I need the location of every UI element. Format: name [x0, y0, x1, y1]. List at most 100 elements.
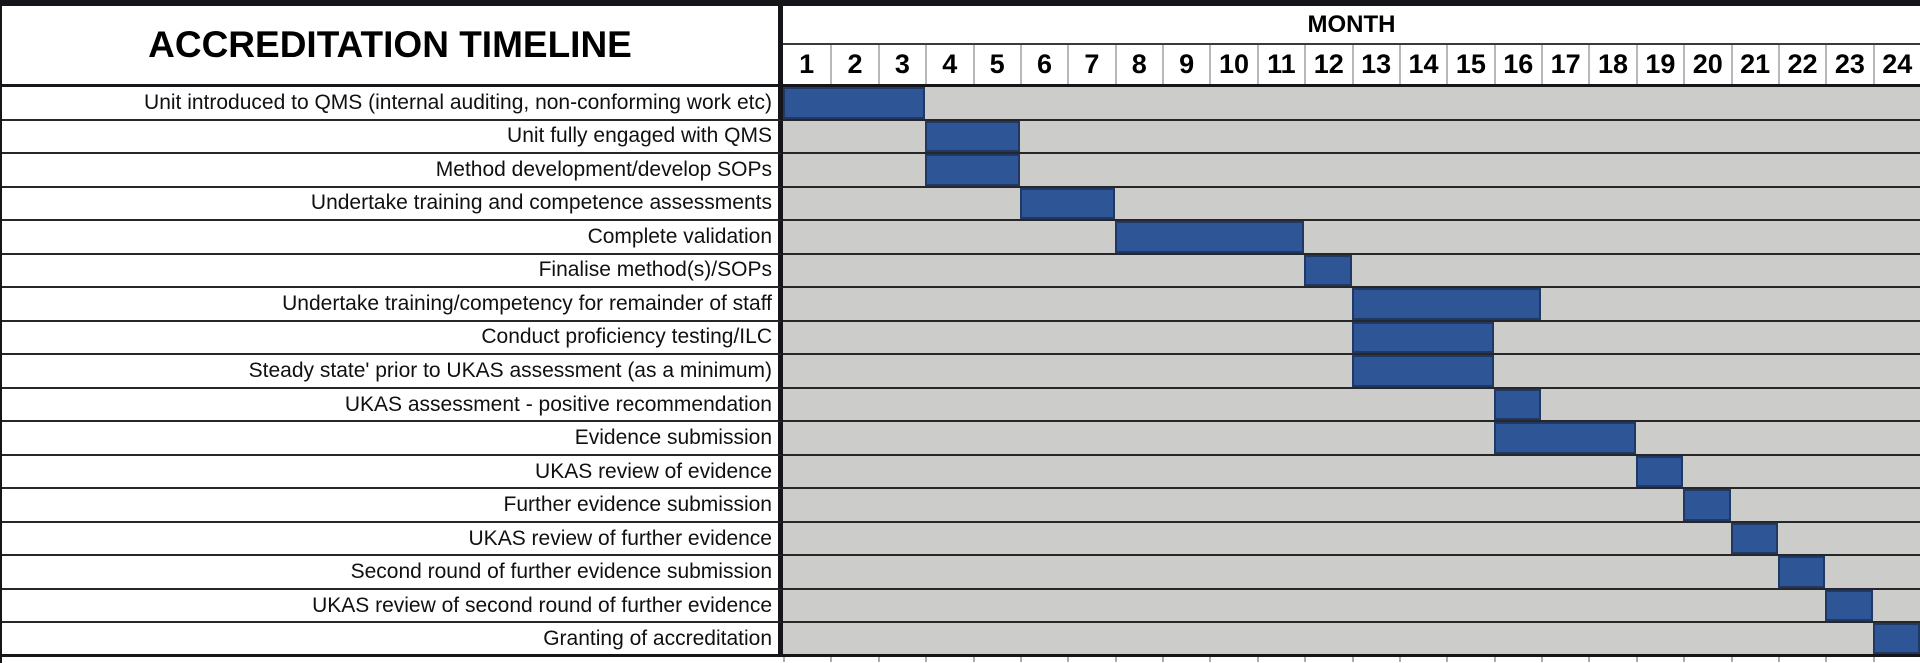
- gantt-row: [783, 221, 1920, 255]
- column-tick: [1209, 656, 1256, 662]
- task-label: Unit fully engaged with QMS: [2, 120, 783, 155]
- gantt-bar: [1493, 422, 1636, 454]
- gantt-bar: [1683, 489, 1731, 521]
- month-tick: 18: [1588, 45, 1635, 84]
- column-tick: [1114, 656, 1162, 662]
- task-label: Evidence submission: [2, 422, 783, 456]
- task-label: Granting of accreditation: [2, 623, 783, 657]
- month-tick: 16: [1493, 45, 1541, 84]
- gantt-bar: [1304, 254, 1352, 287]
- month-tick: 9: [1162, 45, 1209, 84]
- gantt-row: [783, 623, 1920, 657]
- column-tick: [972, 656, 1020, 662]
- gantt-bar: [1635, 455, 1684, 488]
- month-tick: 8: [1114, 45, 1162, 84]
- gantt-row: [783, 87, 1920, 121]
- column-tick: [1541, 656, 1588, 662]
- column-tick: [925, 656, 972, 662]
- month-tick: 13: [1351, 45, 1399, 84]
- gantt-bar: [783, 87, 926, 119]
- month-tick: 4: [925, 45, 972, 84]
- task-label: Further evidence submission: [2, 489, 783, 523]
- gantt-row: [783, 388, 1920, 423]
- column-tick: [1872, 656, 1920, 662]
- gantt-row: [783, 522, 1920, 557]
- month-tick: 24: [1872, 45, 1920, 84]
- column-tick: [1256, 656, 1304, 662]
- task-label: UKAS review of evidence: [2, 455, 783, 490]
- month-tick: 22: [1777, 45, 1825, 84]
- task-label: Complete validation: [2, 221, 783, 255]
- gantt-row: [783, 556, 1920, 590]
- gantt-row: [783, 120, 1920, 155]
- bottom-spacer: [2, 656, 783, 663]
- task-label: Finalise method(s)/SOPs: [2, 254, 783, 289]
- gantt-row: [783, 589, 1920, 624]
- gantt-bar: [1351, 288, 1541, 320]
- month-tick: 12: [1304, 45, 1351, 84]
- month-tick: 7: [1067, 45, 1114, 84]
- gantt-bar: [1114, 221, 1305, 253]
- task-label: Second round of further evidence submiss…: [2, 556, 783, 590]
- column-tick: [1493, 656, 1541, 662]
- gantt-bar: [1872, 623, 1920, 654]
- gantt-row: [783, 154, 1920, 188]
- month-tick: 14: [1398, 45, 1446, 84]
- month-tick: 15: [1446, 45, 1493, 84]
- month-tick: 3: [877, 45, 925, 84]
- gantt-bar: [1777, 556, 1826, 588]
- month-tick: 23: [1825, 45, 1872, 84]
- month-tick: 5: [972, 45, 1020, 84]
- page-title: ACCREDITATION TIMELINE: [2, 6, 783, 87]
- gantt-row: [783, 422, 1920, 456]
- month-tick-row: 1 2 3 4 5 6 7 8 9 10 11 12 13 14 15 16 1…: [783, 45, 1920, 87]
- column-tick: [1635, 656, 1683, 662]
- column-tick: [1446, 656, 1493, 662]
- month-tick: 2: [830, 45, 877, 84]
- column-tick: [1351, 656, 1399, 662]
- month-tick: 17: [1541, 45, 1588, 84]
- gantt-bar: [1825, 589, 1873, 622]
- column-tick: [1730, 656, 1778, 662]
- month-tick: 11: [1256, 45, 1304, 84]
- task-label: Conduct proficiency testing/ILC: [2, 321, 783, 356]
- gantt-bar: [1019, 187, 1115, 220]
- gantt-bar: [1493, 388, 1541, 421]
- task-label: Undertake training and competence assess…: [2, 187, 783, 222]
- column-tick: [877, 656, 925, 662]
- bottom-gridline-ticks: [783, 656, 1920, 663]
- gantt-row: [783, 489, 1920, 523]
- gantt-bar: [1730, 522, 1778, 555]
- gantt-row: [783, 321, 1920, 356]
- task-label: UKAS assessment - positive recommendatio…: [2, 388, 783, 423]
- gantt-row: [783, 355, 1920, 389]
- task-label: Unit introduced to QMS (internal auditin…: [2, 87, 783, 121]
- gantt-bar: [925, 120, 1020, 153]
- month-tick: 20: [1683, 45, 1730, 84]
- column-tick: [1777, 656, 1825, 662]
- column-tick: [1398, 656, 1446, 662]
- gantt-row: [783, 455, 1920, 490]
- task-label: Undertake training/competency for remain…: [2, 288, 783, 322]
- column-tick: [1067, 656, 1114, 662]
- column-tick: [1162, 656, 1209, 662]
- column-tick: [830, 656, 877, 662]
- gantt-bar: [1351, 321, 1494, 354]
- column-tick: [1588, 656, 1635, 662]
- month-tick: 21: [1730, 45, 1778, 84]
- gantt-row: [783, 187, 1920, 222]
- month-tick: 6: [1019, 45, 1067, 84]
- gantt-row: [783, 288, 1920, 322]
- month-tick: 1: [799, 49, 815, 79]
- task-label: Steady state' prior to UKAS assessment (…: [2, 355, 783, 389]
- task-label: UKAS review of further evidence: [2, 522, 783, 557]
- gantt-bar: [1351, 355, 1494, 387]
- gantt-bar: [925, 154, 1020, 186]
- month-axis-label: MONTH: [783, 6, 1920, 45]
- column-tick: [1683, 656, 1730, 662]
- column-tick: [1825, 656, 1872, 662]
- column-tick: [1019, 656, 1067, 662]
- column-tick: [783, 656, 830, 662]
- task-label: UKAS review of second round of further e…: [2, 589, 783, 624]
